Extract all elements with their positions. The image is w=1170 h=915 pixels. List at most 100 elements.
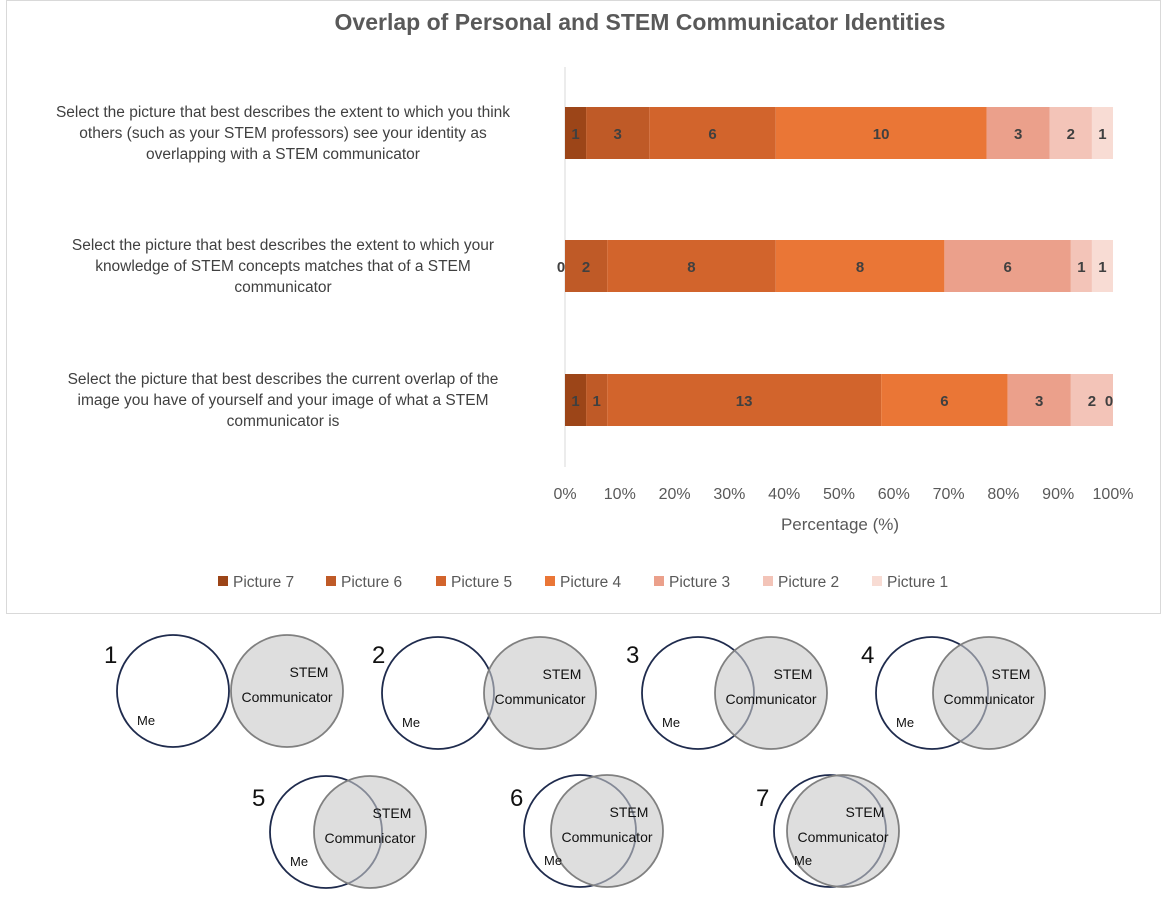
category-label-line: communicator bbox=[234, 279, 331, 296]
communicator-label: Communicator bbox=[241, 689, 332, 705]
stem-label: STEM bbox=[543, 666, 582, 682]
communicator-label: Communicator bbox=[494, 691, 585, 707]
me-label: Me bbox=[290, 854, 308, 869]
bar-segment bbox=[1070, 240, 1092, 292]
category-label-line: Select the picture that best describes t… bbox=[56, 104, 510, 121]
legend-swatch bbox=[545, 576, 555, 586]
stem-communicator-circle bbox=[483, 636, 597, 750]
venn-diagram-key: 1 STEM Communicator Me 2 STEM Communicator Me 3 S… bbox=[104, 634, 1046, 889]
stem-communicator-circle bbox=[550, 774, 664, 888]
stem-label: STEM bbox=[992, 666, 1031, 682]
communicator-label: Communicator bbox=[725, 691, 816, 707]
stacked-bar-chart: Overlap of Personal and STEM Communicato… bbox=[56, 9, 1134, 591]
data-label: 2 bbox=[582, 259, 590, 276]
bar-segment bbox=[986, 107, 1050, 159]
legend-swatch bbox=[654, 576, 664, 586]
me-label: Me bbox=[896, 715, 914, 730]
bar-segment bbox=[607, 374, 882, 426]
me-label: Me bbox=[544, 853, 562, 868]
category-label-line: Select the picture that best describes t… bbox=[72, 237, 494, 254]
data-label: 3 bbox=[614, 126, 622, 143]
x-tick-label: 60% bbox=[878, 486, 910, 503]
data-label: 1 bbox=[1098, 259, 1106, 276]
data-label: 8 bbox=[687, 259, 695, 276]
communicator-label: Communicator bbox=[324, 830, 415, 846]
bar-segment bbox=[944, 240, 1071, 292]
category-label-line: image you have of yourself and your imag… bbox=[78, 392, 489, 409]
me-label: Me bbox=[794, 853, 812, 868]
legend-swatch bbox=[218, 576, 228, 586]
bar-segment bbox=[881, 374, 1008, 426]
bar-segment bbox=[649, 107, 776, 159]
me-circle bbox=[116, 634, 230, 748]
bar-segment bbox=[586, 374, 608, 426]
x-tick-label: 10% bbox=[604, 486, 636, 503]
data-label: 1 bbox=[1098, 126, 1106, 143]
venn-picture: 3 STEM Communicator Me bbox=[626, 636, 828, 750]
legend-label: Picture 1 bbox=[887, 574, 948, 591]
data-label: 2 bbox=[1088, 393, 1096, 410]
bar-segment bbox=[607, 240, 776, 292]
legend-swatch bbox=[436, 576, 446, 586]
x-tick-labels: 0% 10% 20% 30% 40% 50% 60% 70% 80% 90% 100% bbox=[553, 486, 1133, 503]
data-label: 1 bbox=[571, 393, 579, 410]
me-label: Me bbox=[137, 713, 155, 728]
me-label: Me bbox=[402, 715, 420, 730]
bar-segment bbox=[565, 374, 587, 426]
data-label: 13 bbox=[736, 393, 753, 410]
data-label: 6 bbox=[940, 393, 948, 410]
data-label: 3 bbox=[1014, 126, 1022, 143]
x-tick-label: 30% bbox=[713, 486, 745, 503]
venn-picture-number: 1 bbox=[104, 642, 117, 669]
bar-segment bbox=[1070, 374, 1113, 426]
venn-picture: 5 STEM Communicator Me bbox=[252, 775, 427, 889]
me-label: Me bbox=[662, 715, 680, 730]
data-label: 8 bbox=[856, 259, 864, 276]
x-tick-label: 0% bbox=[553, 486, 576, 503]
bar-segment bbox=[1091, 107, 1113, 159]
bar-segment bbox=[565, 107, 587, 159]
legend-label: Picture 4 bbox=[560, 574, 622, 591]
legend: Picture 7 Picture 6 Picture 5 Picture 4 Pict… bbox=[218, 574, 948, 591]
bar-segment bbox=[1091, 240, 1113, 292]
legend-label: Picture 3 bbox=[669, 574, 730, 591]
data-label: 6 bbox=[708, 126, 716, 143]
stem-label: STEM bbox=[610, 804, 649, 820]
stem-label: STEM bbox=[290, 664, 329, 680]
x-tick-label: 40% bbox=[768, 486, 800, 503]
category-label-line: knowledge of STEM concepts matches that … bbox=[95, 258, 471, 275]
bar-segment bbox=[1007, 374, 1071, 426]
data-label: 6 bbox=[1003, 259, 1011, 276]
stem-communicator-circle bbox=[313, 775, 427, 889]
bar-segment bbox=[775, 240, 945, 292]
stem-label: STEM bbox=[373, 805, 412, 821]
venn-picture: 7 STEM Communicator Me bbox=[756, 774, 900, 888]
category-label-line: others (such as your STEM professors) se… bbox=[79, 125, 487, 142]
stem-communicator-circle bbox=[230, 634, 344, 748]
x-tick-label: 80% bbox=[987, 486, 1019, 503]
venn-picture: 4 STEM Communicator Me bbox=[861, 636, 1046, 750]
bar-segment bbox=[775, 107, 987, 159]
legend-label: Picture 2 bbox=[778, 574, 839, 591]
venn-picture-number: 2 bbox=[372, 642, 385, 669]
communicator-label: Communicator bbox=[943, 691, 1034, 707]
me-circle bbox=[381, 636, 495, 750]
venn-picture: 1 STEM Communicator Me bbox=[104, 634, 344, 748]
communicator-label: Communicator bbox=[797, 829, 888, 845]
x-tick-label: 20% bbox=[659, 486, 691, 503]
data-label: 1 bbox=[1077, 259, 1085, 276]
chart-title: Overlap of Personal and STEM Communicato… bbox=[335, 9, 946, 35]
venn-picture-number: 3 bbox=[626, 642, 639, 669]
stem-communicator-circle bbox=[714, 636, 828, 750]
data-label: 1 bbox=[592, 393, 600, 410]
x-tick-label: 90% bbox=[1042, 486, 1074, 503]
chart-panel bbox=[6, 0, 1161, 614]
stem-label: STEM bbox=[846, 804, 885, 820]
legend-label: Picture 7 bbox=[233, 574, 294, 591]
venn-picture: 6 STEM Communicator Me bbox=[510, 774, 664, 888]
bar-segment bbox=[565, 240, 608, 292]
bar-segment bbox=[1049, 107, 1092, 159]
data-label: 10 bbox=[873, 126, 890, 143]
legend-swatch bbox=[326, 576, 336, 586]
x-tick-label: 50% bbox=[823, 486, 855, 503]
